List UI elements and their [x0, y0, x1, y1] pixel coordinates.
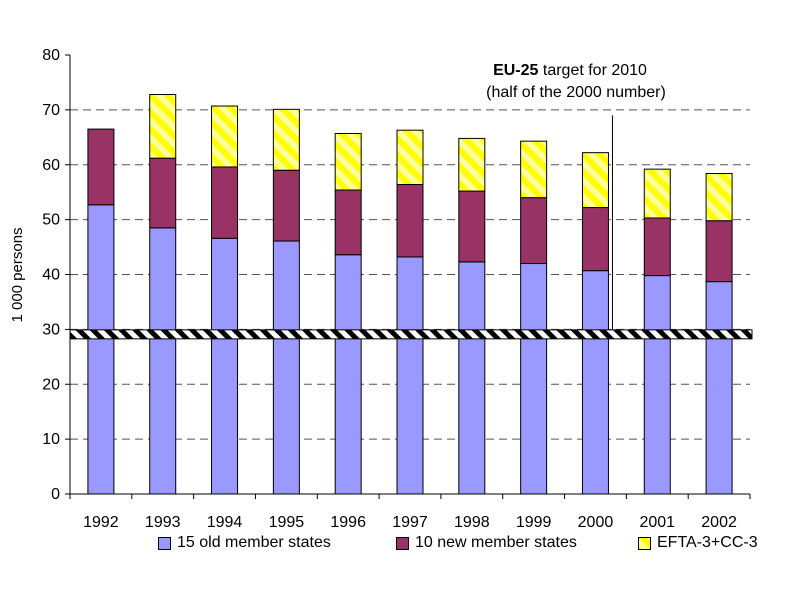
bar-1998-series-1 — [458, 190, 486, 263]
bar-1995-series-2 — [272, 108, 300, 171]
bar-1999-series-1 — [520, 197, 548, 265]
annotation: EU-25 target for 2010 (half of the 2000 … — [486, 62, 666, 101]
labels: 0 10 20 30 40 50 60 70 80 1992 1993 1994 1995 1996 199… — [42, 47, 737, 531]
y-tick-label-70: 70 — [42, 102, 60, 119]
y-tick-label-30: 30 — [42, 321, 60, 338]
bar-1994-series-0 — [211, 237, 239, 495]
x-tick-label-1996: 1996 — [330, 514, 366, 531]
bar-1997-series-2 — [396, 129, 424, 186]
x-tick-label-1992: 1992 — [83, 514, 119, 531]
bar-2002-series-1 — [705, 220, 733, 283]
bar-1999-series-2 — [520, 140, 548, 199]
bar-1997-series-0 — [396, 256, 424, 495]
bar-1993-series-0 — [149, 227, 177, 495]
bar-1992-series-0 — [87, 204, 115, 495]
bar-1997-series-1 — [396, 184, 424, 258]
legend-swatch-efta — [638, 536, 651, 550]
x-tick-label-1994: 1994 — [207, 514, 243, 531]
y-axis-label: 1 000 persons — [9, 227, 26, 322]
bar-1995-series-0 — [272, 240, 300, 495]
legend: 15 old member states 10 new member state… — [158, 532, 798, 556]
bar-1994-series-1 — [211, 166, 239, 239]
bar-1993-series-2 — [149, 94, 177, 159]
y-tick-label-60: 60 — [42, 157, 60, 174]
bar-2000-series-2 — [581, 152, 609, 209]
legend-item-new-members: 10 new member states — [396, 532, 577, 554]
bar-1994-series-2 — [211, 105, 239, 168]
legend-swatch-new-members — [396, 536, 409, 550]
bar-1999-series-0 — [520, 263, 548, 495]
x-tick-label-1999: 1999 — [516, 514, 552, 531]
legend-swatch-old-members — [158, 536, 171, 550]
x-tick-label-2001: 2001 — [639, 514, 675, 531]
y-tick-label-50: 50 — [42, 212, 60, 229]
y-tick-label-0: 0 — [51, 486, 60, 503]
x-tick-label-1995: 1995 — [269, 514, 305, 531]
bars — [87, 94, 733, 495]
bar-1998-series-2 — [458, 137, 486, 192]
bar-1998-series-0 — [458, 261, 486, 495]
x-tick-label-2002: 2002 — [701, 514, 737, 531]
legend-label-new-members: 10 new member states — [415, 534, 577, 551]
x-tick-label-1993: 1993 — [145, 514, 181, 531]
annotation-bold: EU-25 — [493, 62, 538, 79]
y-tick-label-80: 80 — [42, 47, 60, 64]
annotation-rest: target for 2010 — [538, 62, 647, 79]
legend-label-efta: EFTA-3+CC-3 — [657, 534, 758, 551]
bar-1996-series-2 — [334, 132, 362, 191]
bar-1993-series-1 — [149, 157, 177, 229]
axes — [65, 54, 751, 499]
y-tick-label-20: 20 — [42, 376, 60, 393]
bar-2002-series-0 — [705, 281, 733, 495]
axis-break — [69, 329, 753, 340]
annotation-line1: EU-25 target for 2010 — [493, 62, 647, 79]
y-tick-label-10: 10 — [42, 431, 60, 448]
bar-2001-series-0 — [643, 275, 671, 495]
y-tick-label-40: 40 — [42, 267, 60, 284]
annotation-line2: (half of the 2000 number) — [486, 84, 666, 101]
legend-label-old-members: 15 old member states — [177, 534, 331, 551]
bar-2001-series-1 — [643, 217, 671, 277]
legend-item-efta: EFTA-3+CC-3 — [638, 532, 758, 554]
bar-1995-series-1 — [272, 169, 300, 242]
bar-2000-series-0 — [581, 270, 609, 495]
axis-break-band — [69, 329, 753, 340]
bar-2001-series-2 — [643, 168, 671, 219]
bar-2000-series-1 — [581, 207, 609, 272]
x-tick-label-1997: 1997 — [392, 514, 428, 531]
x-tick-label-1998: 1998 — [454, 514, 490, 531]
bar-1996-series-0 — [334, 254, 362, 495]
bar-2002-series-2 — [705, 173, 733, 222]
bar-1996-series-1 — [334, 189, 362, 256]
x-tick-label-2000: 2000 — [578, 514, 614, 531]
legend-item-old-members: 15 old member states — [158, 532, 331, 554]
bar-1992-series-1 — [87, 128, 115, 206]
